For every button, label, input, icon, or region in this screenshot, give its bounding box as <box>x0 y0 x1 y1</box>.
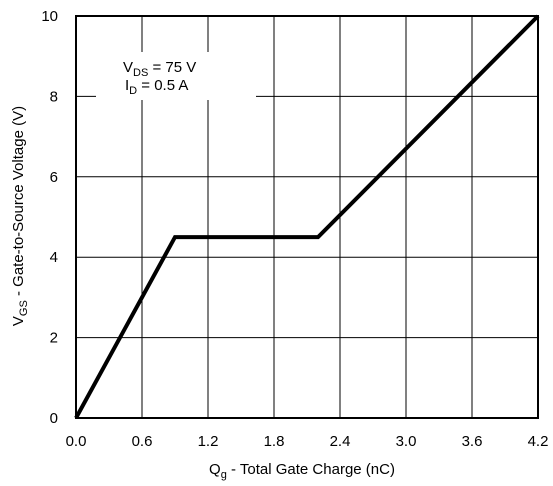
annotation-background <box>96 52 256 100</box>
x-tick-label: 0.6 <box>132 433 153 450</box>
y-tick-label: 2 <box>50 330 58 347</box>
annotation-background-box <box>96 52 256 100</box>
series-line-0 <box>74 14 540 419</box>
annotation-vds: VDS = 75 V <box>123 59 196 79</box>
x-tick-label: 1.8 <box>264 433 285 450</box>
plot-frame <box>75 15 539 419</box>
y-tick-labels: 0 2 4 6 8 10 <box>41 8 58 427</box>
x-axis-title-sub: g <box>221 469 227 481</box>
x-axis-title-main: Q <box>209 461 221 478</box>
annotation-id: ID = 0.5 A <box>125 77 188 97</box>
x-tick-label: 1.2 <box>198 433 219 450</box>
y-tick-label: 4 <box>50 249 58 266</box>
x-tick-label: 2.4 <box>330 433 351 450</box>
y-axis-title-rest: - Gate-to-Source Voltage (V) <box>10 106 27 300</box>
annotation-vds-sub: DS <box>133 67 148 79</box>
y-tick-label: 8 <box>50 88 58 105</box>
annotation-vds-main: V <box>123 59 133 76</box>
x-tick-label: 0.0 <box>66 433 87 450</box>
y-tick-label: 0 <box>50 410 58 427</box>
x-axis-title: Qg - Total Gate Charge (nC) <box>209 461 395 481</box>
y-axis-title-sub: GS <box>18 300 30 316</box>
annotation-id-sub: D <box>129 85 137 97</box>
x-tick-label: 4.2 <box>528 433 549 450</box>
y-tick-label: 6 <box>50 169 58 186</box>
y-tick-label: 10 <box>41 8 58 25</box>
annotation-id-main: I <box>125 77 129 94</box>
series-layer <box>74 14 540 419</box>
x-tick-label: 3.0 <box>396 433 417 450</box>
x-tick-label: 3.6 <box>462 433 483 450</box>
annotation-vds-rest: = 75 V <box>148 59 196 76</box>
x-axis-title-rest: - Total Gate Charge (nC) <box>227 461 395 478</box>
annotation-id-rest: = 0.5 A <box>137 77 188 94</box>
x-tick-labels: 0.0 0.6 1.2 1.8 2.4 3.0 3.6 4.2 <box>66 433 549 450</box>
y-axis-title: VGS - Gate-to-Source Voltage (V) <box>10 106 30 326</box>
annotation-block: VDS = 75 V ID = 0.5 A <box>123 59 196 97</box>
y-axis-title-main: V <box>10 316 27 326</box>
